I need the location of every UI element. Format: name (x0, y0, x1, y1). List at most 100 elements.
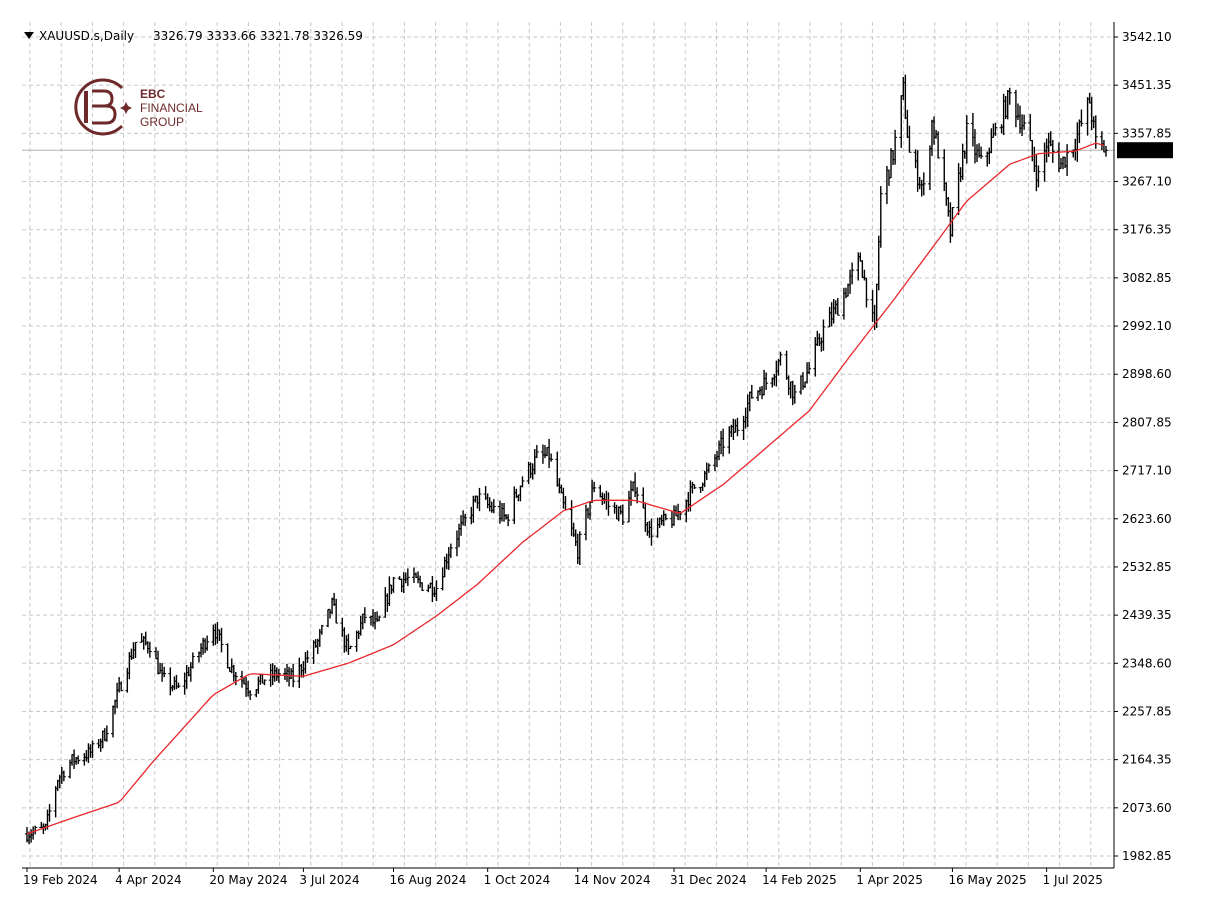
ohlc-bar (692, 484, 697, 489)
ohlc-bar (993, 122, 998, 136)
ohlc-bar (133, 641, 138, 658)
ohlc-bar (248, 690, 253, 700)
ohlc-bar (334, 598, 339, 624)
ohlc-bar (807, 361, 812, 374)
ohlc-bar (176, 682, 181, 689)
ohlc-bar (391, 576, 396, 593)
logo-arc (74, 78, 124, 136)
price-tick-label: 2717.10 (1122, 464, 1172, 478)
ohlc-bar (420, 582, 425, 592)
ohlc-bar (835, 298, 840, 316)
ohlc-bar (90, 740, 95, 758)
ohlc-bars (25, 74, 1108, 845)
ohlc-bar (219, 627, 224, 653)
ohlc-bar (735, 417, 740, 437)
logo-letters (92, 89, 117, 125)
current-price-label-background (1117, 142, 1173, 159)
ohlc-bar (534, 445, 539, 459)
ohlc-bar (348, 645, 353, 650)
price-tick-label: 3357.85 (1122, 126, 1172, 140)
ohlc-bar (964, 115, 969, 164)
ohlc-bar (463, 513, 468, 527)
ohlc-bar (477, 487, 482, 512)
ohlc-bar (61, 770, 66, 782)
ohlc-bar (764, 372, 769, 390)
ohlc-bar (620, 504, 625, 526)
ohlc-bar (907, 125, 912, 153)
time-tick-label: 1 Apr 2025 (856, 873, 923, 887)
ohlc-bar (778, 351, 783, 366)
moving-average-line (26, 142, 1105, 835)
ohlc-bar (921, 172, 926, 196)
price-axis: 3542.10 3451.35 3357.85 3267.10 3176.35 3082.… (1114, 30, 1172, 863)
time-tick-label: 14 Feb 2025 (762, 873, 837, 887)
ohlc-bar (233, 671, 238, 686)
time-tick-label: 14 Nov 2024 (574, 873, 651, 887)
ohlc-bar (448, 543, 453, 558)
ohlc-bar (119, 681, 124, 692)
time-tick-label: 31 Dec 2024 (670, 873, 747, 887)
price-tick-label: 2439.35 (1122, 608, 1172, 622)
ohlc-readout: 3326.79 3333.66 3321.78 3326.59 (153, 29, 363, 43)
ohlc-bar (878, 186, 883, 248)
logo-line-2: FINANCIAL (140, 101, 203, 115)
current-price-label-text: 3326.59 (1120, 143, 1170, 157)
ohlc-bar (276, 668, 281, 683)
price-tick-label: 2257.85 (1122, 704, 1172, 718)
ohlc-bar (104, 725, 109, 742)
ohlc-bar (706, 463, 711, 473)
ohlc-bar (721, 428, 726, 457)
ohlc-bar (850, 262, 855, 285)
price-tick-label: 2992.10 (1122, 319, 1172, 333)
ohlc-bar (864, 277, 869, 308)
time-tick-label: 1 Jul 2025 (1043, 873, 1103, 887)
ohlc-bar (506, 514, 511, 527)
ohlc-bar (663, 513, 668, 521)
price-tick-label: 2623.60 (1122, 512, 1172, 526)
ohlc-bar (162, 666, 167, 678)
ohlc-bar (649, 518, 654, 546)
ohlc-bar (1007, 87, 1012, 105)
ohlc-bar (434, 580, 439, 602)
price-tick-label: 2532.85 (1122, 560, 1172, 574)
ohlc-bar (1104, 145, 1108, 157)
ohlc-bar (549, 453, 554, 462)
time-tick-label: 3 Jul 2024 (299, 873, 359, 887)
price-tick-label: 3451.35 (1122, 78, 1172, 92)
time-tick-label: 20 May 2024 (209, 873, 287, 887)
logo-star-icon (120, 102, 132, 114)
logo-line-1: EBC (140, 87, 166, 101)
price-tick-label: 3267.10 (1122, 175, 1172, 189)
ohlc-bar (1022, 114, 1027, 130)
price-tick-label: 2898.60 (1122, 367, 1172, 381)
ohlc-bar (749, 384, 754, 399)
header: XAUUSD.s,Daily 3326.79 3333.66 3321.78 3… (24, 29, 363, 43)
ohlc-bar (1079, 109, 1084, 127)
ohlc-bar (47, 804, 52, 822)
current-price-label: 3326.59 (1117, 142, 1173, 159)
grid (22, 22, 1114, 868)
ohlc-bar (1065, 144, 1070, 176)
ohlc-bar (76, 755, 81, 765)
price-tick-label: 3082.85 (1122, 271, 1172, 285)
triangle-down-icon[interactable] (24, 32, 34, 39)
ohlc-bar (305, 650, 310, 664)
ohlc-bar (950, 207, 955, 237)
time-tick-label: 4 Apr 2024 (115, 873, 182, 887)
price-tick-label: 1982.85 (1122, 849, 1172, 863)
time-tick-label: 19 Feb 2024 (23, 873, 98, 887)
ohlc-bar (592, 481, 597, 493)
ohlc-bar (979, 146, 984, 159)
ohlc-bar (491, 499, 496, 514)
time-tick-label: 1 Oct 2024 (484, 873, 551, 887)
price-tick-label: 2348.60 (1122, 656, 1172, 670)
ohlc-bar (577, 531, 582, 566)
price-tick-label: 2164.35 (1122, 753, 1172, 767)
ohlc-bar (1036, 165, 1041, 188)
price-tick-label: 3542.10 (1122, 30, 1172, 44)
ohlc-bar (792, 384, 797, 404)
time-tick-label: 16 Aug 2024 (389, 873, 466, 887)
ohlc-bar (520, 476, 525, 488)
